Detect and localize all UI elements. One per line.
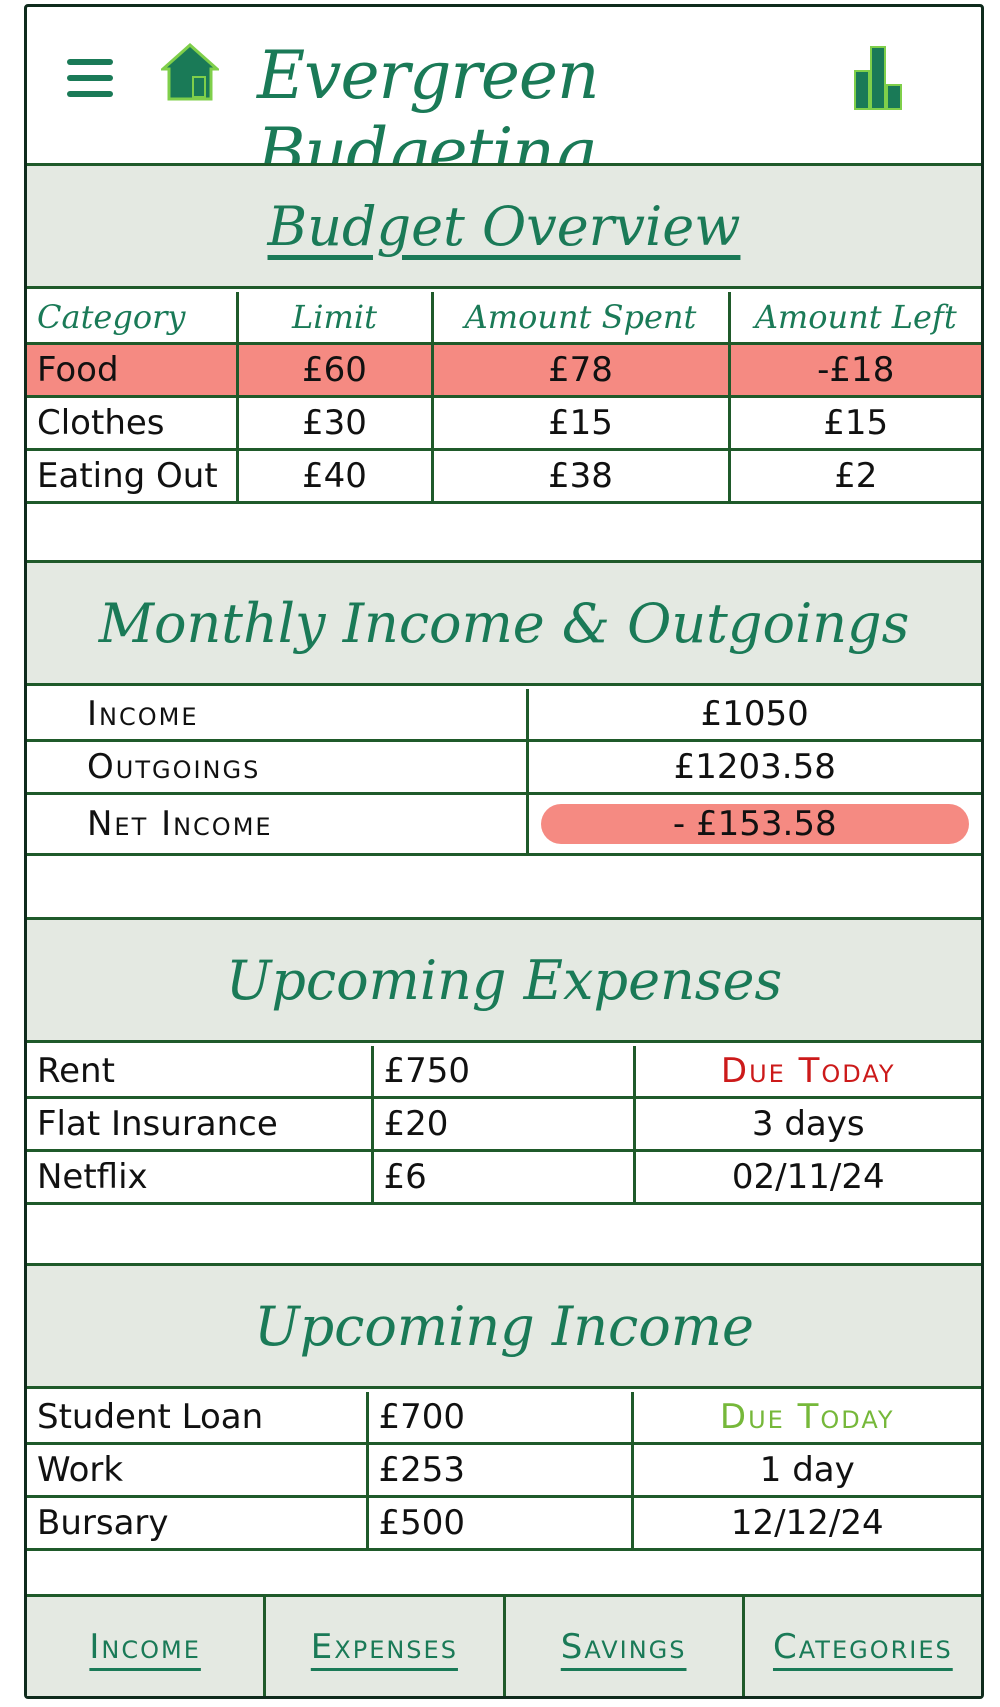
col-amount-spent: Amount Spent <box>430 292 729 345</box>
expense-name: Netflix <box>27 1150 372 1205</box>
cell-spent: £78 <box>430 343 729 398</box>
expense-name: Rent <box>27 1046 372 1099</box>
monthly-title: Monthly Income & Outgoings <box>98 591 910 655</box>
expense-amount: £750 <box>370 1046 634 1099</box>
income-table: Student Loan £700 Due Today Work £253 1 … <box>27 1392 981 1551</box>
budget-overview-title: Budget Overview <box>267 194 741 258</box>
net-income-value: - £153.58 <box>540 804 969 844</box>
income-due: Due Today <box>630 1392 981 1445</box>
expenses-header: Upcoming Expenses <box>27 917 981 1043</box>
income-name: Student Loan <box>27 1392 367 1445</box>
budget-table: Category Limit Amount Spent Amount Left … <box>27 292 981 504</box>
income-row-work[interactable]: Work £253 1 day <box>27 1443 981 1498</box>
income-row-student-loan[interactable]: Student Loan £700 Due Today <box>27 1392 981 1445</box>
budget-overview-header: Budget Overview <box>27 163 981 289</box>
expense-row-flat-insurance[interactable]: Flat Insurance £20 3 days <box>27 1097 981 1152</box>
income-row-bursary[interactable]: Bursary £500 12/12/24 <box>27 1496 981 1551</box>
nav-savings-label: Savings <box>560 1626 687 1667</box>
budget-table-header-row: Category Limit Amount Spent Amount Left <box>27 292 981 345</box>
cell-limit: £40 <box>235 449 432 504</box>
budget-row-eating-out[interactable]: Eating Out £40 £38 £2 <box>27 449 981 504</box>
app-header: Evergreen Budgeting <box>27 7 981 191</box>
nav-categories-tab[interactable]: Categories <box>741 1597 981 1696</box>
monthly-row-net-income: Net Income - £153.58 <box>27 793 981 856</box>
income-amount: £500 <box>365 1496 632 1551</box>
expense-amount: £20 <box>370 1097 634 1152</box>
cell-left: -£18 <box>727 343 981 398</box>
monthly-row-outgoings: Outgoings £1203.58 <box>27 740 981 795</box>
cell-left: £15 <box>727 396 981 451</box>
col-limit: Limit <box>235 292 432 345</box>
bar-chart-icon[interactable] <box>853 45 907 115</box>
income-title: Upcoming Income <box>254 1294 754 1358</box>
income-amount: £700 <box>365 1392 632 1445</box>
cell-spent: £15 <box>430 396 729 451</box>
nav-expenses-tab[interactable]: Expenses <box>263 1597 502 1696</box>
monthly-row-income: Income £1050 <box>27 689 981 742</box>
cell-category: Clothes <box>27 396 237 451</box>
monthly-label: Income <box>27 689 527 742</box>
expense-due: Due Today <box>632 1046 981 1099</box>
expense-due: 02/11/24 <box>632 1150 981 1205</box>
cell-left: £2 <box>727 449 981 504</box>
nav-expenses-label: Expenses <box>310 1626 458 1667</box>
budget-row-food[interactable]: Food £60 £78 -£18 <box>27 343 981 398</box>
monthly-table: Income £1050 Outgoings £1203.58 Net Inco… <box>27 689 981 856</box>
income-name: Bursary <box>27 1496 367 1551</box>
cell-category: Eating Out <box>27 449 237 504</box>
monthly-header: Monthly Income & Outgoings <box>27 560 981 686</box>
expense-row-rent[interactable]: Rent £750 Due Today <box>27 1046 981 1099</box>
income-header: Upcoming Income <box>27 1263 981 1389</box>
expenses-table: Rent £750 Due Today Flat Insurance £20 3… <box>27 1046 981 1205</box>
app-frame: Evergreen Budgeting Budget Overview Cate… <box>24 4 984 1699</box>
monthly-label: Net Income <box>27 793 527 856</box>
home-icon[interactable] <box>159 42 221 105</box>
expense-name: Flat Insurance <box>27 1097 372 1152</box>
cell-category: Food <box>27 343 237 398</box>
bottom-nav: Income Expenses Savings Categories <box>27 1594 981 1696</box>
col-amount-left: Amount Left <box>727 292 981 345</box>
expense-amount: £6 <box>370 1150 634 1205</box>
budget-row-clothes[interactable]: Clothes £30 £15 £15 <box>27 396 981 451</box>
expense-row-netflix[interactable]: Netflix £6 02/11/24 <box>27 1150 981 1205</box>
cell-limit: £30 <box>235 396 432 451</box>
col-category: Category <box>27 292 237 345</box>
income-due: 1 day <box>630 1443 981 1498</box>
cell-spent: £38 <box>430 449 729 504</box>
nav-categories-label: Categories <box>772 1626 953 1667</box>
nav-income-tab[interactable]: Income <box>27 1597 263 1696</box>
income-amount: £253 <box>365 1443 632 1498</box>
cell-limit: £60 <box>235 343 432 398</box>
expense-due: 3 days <box>632 1097 981 1152</box>
income-name: Work <box>27 1443 367 1498</box>
income-due: 12/12/24 <box>630 1496 981 1551</box>
monthly-label: Outgoings <box>27 740 527 795</box>
expenses-title: Upcoming Expenses <box>225 948 783 1012</box>
nav-income-label: Income <box>89 1626 201 1667</box>
nav-savings-tab[interactable]: Savings <box>502 1597 742 1696</box>
monthly-value: £1050 <box>525 689 981 742</box>
monthly-value-cell: - £153.58 <box>525 793 981 856</box>
hamburger-menu-icon[interactable] <box>67 59 113 99</box>
monthly-value: £1203.58 <box>525 740 981 795</box>
